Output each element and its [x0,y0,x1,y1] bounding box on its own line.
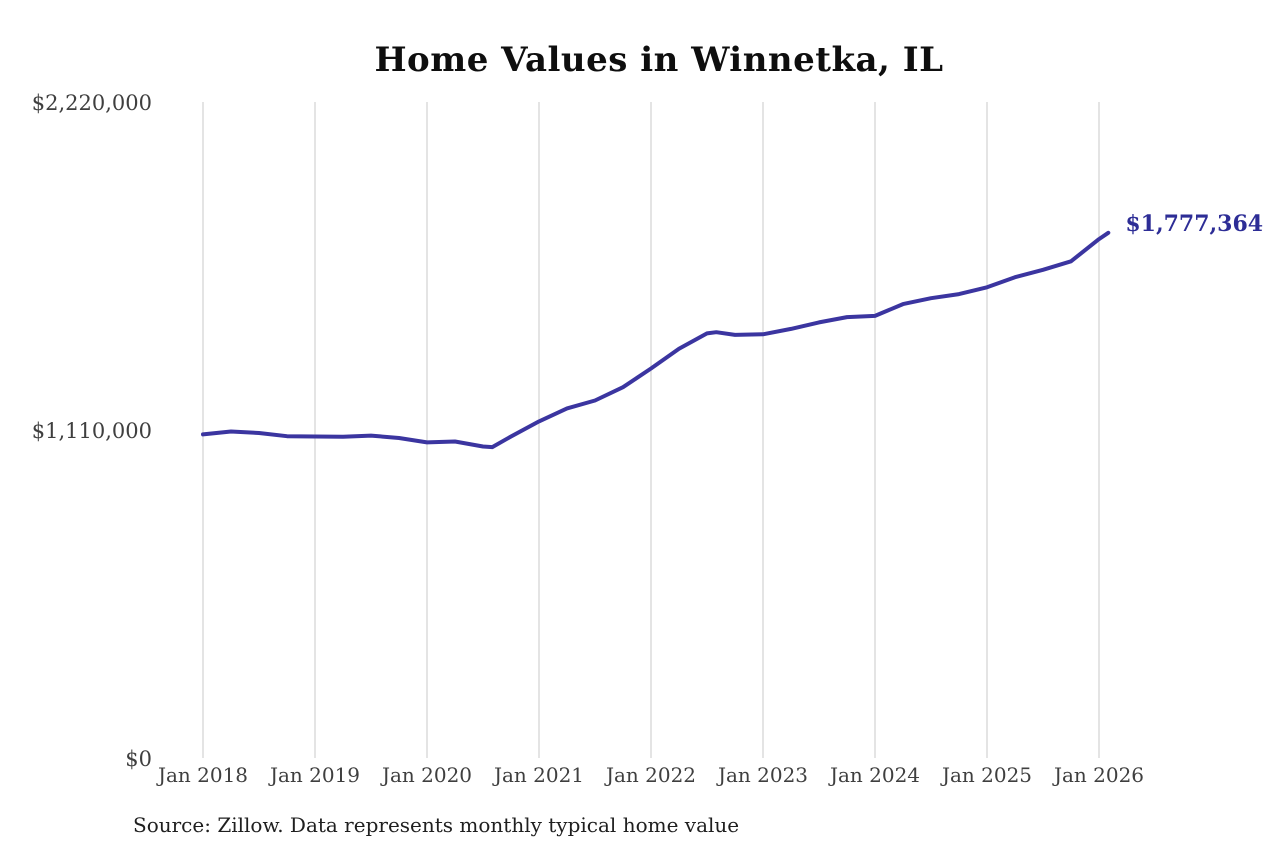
x-axis-tick-label: Jan 2019 [269,763,361,787]
y-axis-tick-label: $2,220,000 [31,91,152,115]
y-axis-tick-label: $0 [125,747,152,771]
x-axis-tick-label: Jan 2026 [1053,763,1145,787]
line-end-value-label: $1,777,364 [1125,210,1264,237]
y-axis-tick-label: $1,110,000 [31,419,152,443]
x-axis-tick-label: Jan 2018 [157,763,249,787]
x-axis-tick-label: Jan 2023 [717,763,809,787]
home-value-line [201,230,1111,450]
x-axis-tick-label: Jan 2020 [381,763,473,787]
chart-title: Home Values in Winnetka, IL [374,40,944,80]
x-axis-tick-label: Jan 2024 [829,763,921,787]
source-note: Source: Zillow. Data represents monthly … [133,813,740,837]
x-axis-tick-label: Jan 2021 [493,763,585,787]
gridlines [202,102,1100,758]
x-axis-tick-label: Jan 2025 [941,763,1033,787]
x-axis-tick-label: Jan 2022 [605,763,697,787]
